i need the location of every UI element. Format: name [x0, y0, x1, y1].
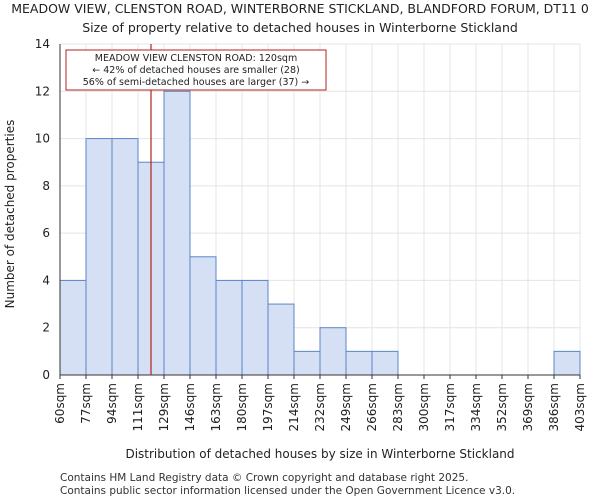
x-tick-label: 146sqm: [183, 383, 197, 431]
x-tick-label: 214sqm: [287, 383, 301, 431]
histogram-bar: [293, 350, 321, 376]
x-tick-label: 77sqm: [79, 383, 93, 424]
x-tick-label: 266sqm: [365, 383, 379, 431]
histogram-bar: [267, 303, 295, 376]
chart-subtitle: Size of property relative to detached ho…: [82, 20, 518, 35]
footer-line-1: Contains HM Land Registry data © Crown c…: [60, 472, 469, 484]
annotation-text: ← 42% of detached houses are smaller (28…: [92, 65, 299, 76]
x-tick-label: 386sqm: [547, 383, 561, 431]
x-tick-label: 180sqm: [235, 383, 249, 431]
x-tick-label: 197sqm: [261, 383, 275, 431]
x-tick-label: 403sqm: [573, 383, 587, 431]
x-tick-label: 369sqm: [521, 383, 535, 431]
y-tick-label: 8: [42, 179, 50, 193]
histogram-bar: [215, 279, 243, 376]
annotation-text: MEADOW VIEW CLENSTON ROAD: 120sqm: [95, 53, 297, 64]
footer-line-2: Contains public sector information licen…: [60, 485, 516, 497]
histogram-bar: [371, 350, 399, 376]
x-tick-label: 163sqm: [209, 383, 223, 431]
histogram-bar: [59, 279, 87, 376]
x-tick-label: 283sqm: [391, 383, 405, 431]
histogram-bar: [319, 327, 347, 376]
x-tick-label: 232sqm: [313, 383, 327, 431]
histogram-bar: [85, 138, 113, 376]
y-axis-label: Number of detached properties: [3, 120, 17, 309]
x-tick-label: 111sqm: [131, 383, 145, 431]
chart-title: MEADOW VIEW, CLENSTON ROAD, WINTERBORNE …: [11, 1, 589, 16]
y-tick-label: 2: [42, 321, 50, 335]
x-tick-label: 317sqm: [443, 383, 457, 431]
histogram-bar: [553, 350, 581, 376]
histogram-bar: [189, 256, 217, 376]
x-tick-label: 300sqm: [417, 383, 431, 431]
histogram-bar: [163, 90, 191, 376]
y-tick-label: 10: [35, 132, 50, 146]
y-tick-label: 4: [42, 273, 50, 287]
y-tick-label: 6: [42, 226, 50, 240]
x-tick-label: 334sqm: [469, 383, 483, 431]
x-axis-label: Distribution of detached houses by size …: [125, 447, 514, 461]
y-tick-label: 12: [35, 84, 50, 98]
x-tick-label: 94sqm: [105, 383, 119, 424]
x-tick-label: 352sqm: [495, 383, 509, 431]
y-tick-label: 14: [35, 37, 50, 51]
y-tick-label: 0: [42, 368, 50, 382]
x-tick-label: 249sqm: [339, 383, 353, 431]
histogram-bar: [345, 350, 373, 376]
x-tick-label: 129sqm: [157, 383, 171, 431]
histogram-bar: [241, 279, 269, 376]
histogram-bar: [111, 138, 139, 376]
annotation-box: [65, 49, 327, 91]
x-tick-label: 60sqm: [53, 383, 67, 424]
annotation-text: 56% of semi-detached houses are larger (…: [83, 77, 310, 88]
